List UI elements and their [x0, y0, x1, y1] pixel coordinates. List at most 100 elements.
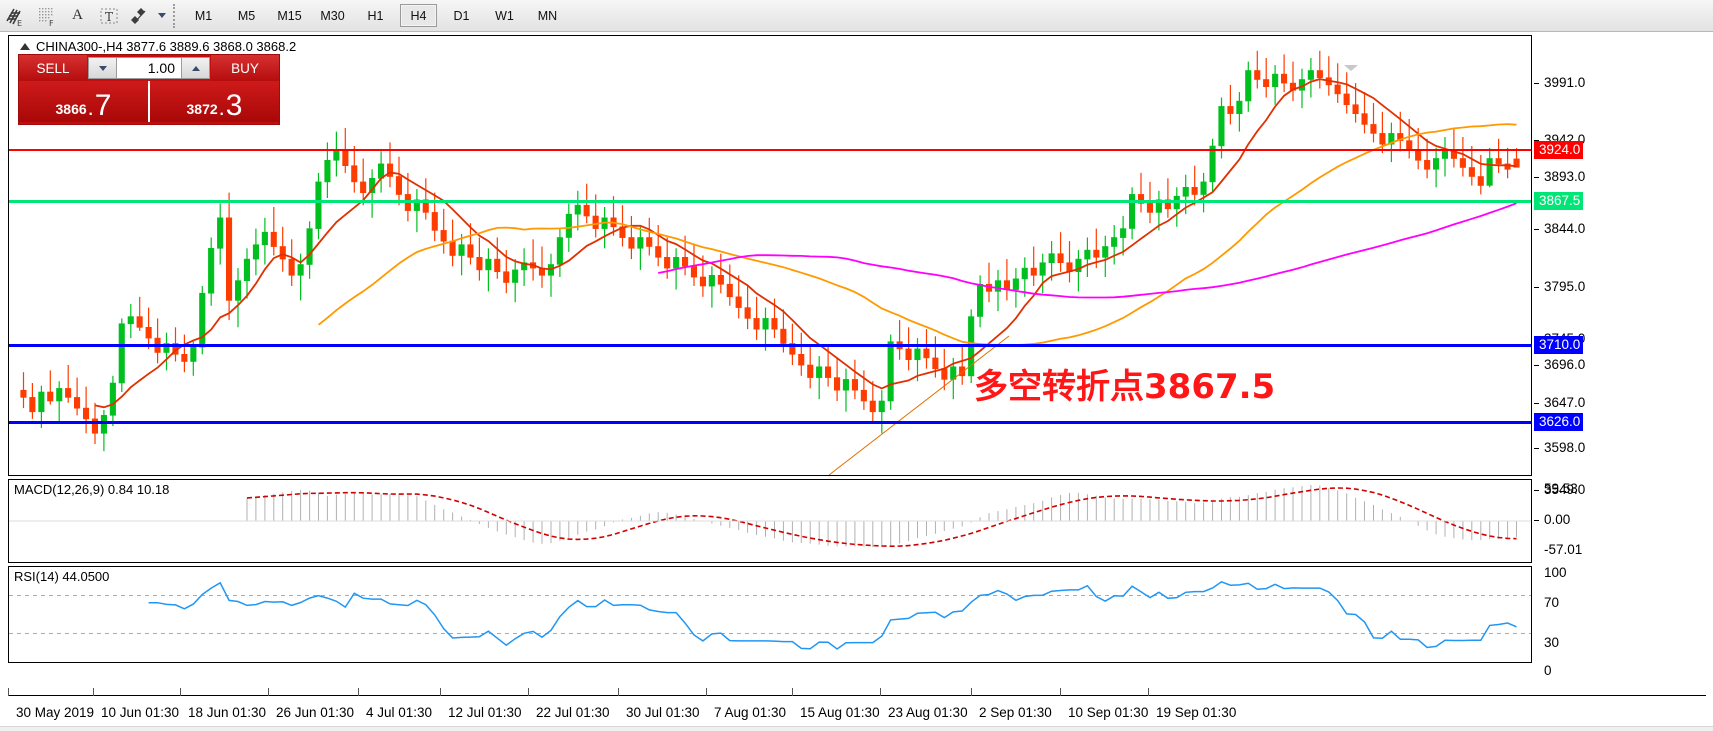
- time-axis[interactable]: 30 May 2019 10 Jun 01:30 18 Jun 01:30 26 Ju…: [8, 688, 1706, 730]
- time-axis-tick: [971, 688, 972, 696]
- text-object-glyph: A: [72, 7, 83, 23]
- time-axis-label: 12 Jul 01:30: [448, 705, 522, 720]
- indicators-icon[interactable]: E: [0, 1, 31, 30]
- sell-price-fraction: 7: [94, 89, 112, 122]
- price-axis-label: 3795.0: [1544, 279, 1586, 294]
- price-axis-label: 3647.0: [1544, 395, 1586, 410]
- time-axis-label: 22 Jul 01:30: [536, 705, 610, 720]
- price-tick: [1534, 140, 1539, 141]
- time-axis-tick: [180, 688, 181, 696]
- price-tick: [1534, 448, 1539, 449]
- time-axis-tick: [8, 688, 9, 696]
- time-axis-tick: [1148, 688, 1149, 696]
- timeframe-m1[interactable]: M1: [194, 8, 213, 23]
- price-axis-label: 3598.0: [1544, 440, 1586, 455]
- time-axis-tick: [358, 688, 359, 696]
- time-axis-tick: [93, 688, 94, 696]
- collapse-triangle-icon[interactable]: [20, 43, 30, 50]
- timeframe-w1[interactable]: W1: [495, 8, 514, 23]
- time-axis-tick: [528, 688, 529, 696]
- buy-price-integer: 3872: [186, 101, 218, 117]
- one-click-trading-top-row: SELL 1.00 BUY: [19, 55, 279, 81]
- rsi-axis-label: 100: [1544, 565, 1567, 580]
- buy-button[interactable]: BUY: [211, 55, 279, 81]
- toolbar-separator: [173, 3, 175, 28]
- time-axis-label: 2 Sep 01:30: [979, 705, 1052, 720]
- time-axis-label: 10 Sep 01:30: [1068, 705, 1149, 720]
- sell-price[interactable]: 3866 . 7: [19, 81, 150, 122]
- buy-price[interactable]: 3872 . 3: [150, 81, 279, 122]
- price-tick: [1534, 403, 1539, 404]
- volume-input[interactable]: 1.00: [117, 57, 181, 79]
- svg-text:F: F: [49, 19, 54, 27]
- macd-axis-label: 0.00: [1544, 512, 1571, 527]
- level-badge-resistance[interactable]: 3924.0: [1534, 141, 1584, 159]
- rsi-axis-label: 0: [1544, 663, 1552, 678]
- time-axis-label: 19 Sep 01:30: [1156, 705, 1237, 720]
- time-axis-label: 7 Aug 01:30: [714, 705, 787, 720]
- price-tick: [1534, 365, 1539, 366]
- sell-button[interactable]: SELL: [19, 55, 87, 81]
- one-click-trading-panel[interactable]: SELL 1.00 BUY 3866 . 7 3872 . 3: [18, 54, 280, 125]
- chart-annotation: 多空转折点3867.5: [974, 367, 1276, 407]
- macd-panel[interactable]: [8, 479, 1532, 563]
- rsi-panel[interactable]: [8, 566, 1532, 663]
- macd-axis: 59.53 0.00 -57.01: [1534, 479, 1710, 563]
- timeframe-h4[interactable]: H4: [400, 4, 437, 27]
- objects-icon[interactable]: [124, 1, 155, 30]
- volume-decrement-icon[interactable]: [88, 57, 117, 79]
- buy-price-dot: .: [218, 95, 225, 120]
- macd-tick: [1534, 520, 1539, 521]
- chart-toolbar: E F A T: [0, 0, 1713, 32]
- chart-header: CHINA300-,H4 3877.6 3889.6 3868.0 3868.2: [20, 39, 296, 54]
- objects-dropdown-icon[interactable]: [155, 1, 169, 30]
- timeframe-mn[interactable]: MN: [537, 8, 558, 23]
- time-axis-tick: [792, 688, 793, 696]
- time-axis-label: 26 Jun 01:30: [276, 705, 355, 720]
- sell-price-integer: 3866: [55, 101, 87, 117]
- chart-scroll-handle[interactable]: [1344, 65, 1358, 71]
- macd-axis-label: -57.01: [1544, 542, 1583, 557]
- one-click-trading-prices: 3866 . 7 3872 . 3: [19, 81, 279, 122]
- rsi-axis-label: 30: [1544, 635, 1560, 650]
- price-tick: [1534, 490, 1539, 491]
- time-axis-label: 18 Jun 01:30: [188, 705, 267, 720]
- timeframe-m5[interactable]: M5: [237, 8, 256, 23]
- price-axis[interactable]: 3991.03942.03893.03844.03795.03745.03696…: [1534, 35, 1710, 497]
- svg-text:T: T: [105, 10, 113, 24]
- macd-label: MACD(12,26,9) 0.84 10.18: [14, 482, 170, 497]
- time-axis-label: 30 May 2019: [16, 705, 95, 720]
- time-axis-label: 23 Aug 01:30: [888, 705, 968, 720]
- rsi-label: RSI(14) 44.0500: [14, 569, 110, 584]
- time-axis-tick: [268, 688, 269, 696]
- price-tick: [1534, 177, 1539, 178]
- volume-increment-icon[interactable]: [181, 57, 210, 79]
- timeframe-d1[interactable]: D1: [453, 8, 470, 23]
- sell-price-dot: .: [87, 95, 94, 120]
- price-tick: [1534, 83, 1539, 84]
- text-label-icon[interactable]: T: [93, 1, 124, 30]
- grid-periods-icon[interactable]: F: [31, 1, 62, 30]
- chart-header-text: CHINA300-,H4 3877.6 3889.6 3868.0 3868.2: [36, 39, 297, 54]
- time-axis-tick: [880, 688, 881, 696]
- time-axis-tick: [706, 688, 707, 696]
- chart-area[interactable]: 多空转折点3867.5 CHINA300-,H4 3877.6 3889.6 3…: [8, 35, 1706, 695]
- price-tick: [1534, 287, 1539, 288]
- rsi-axis: 100 70 30 0: [1540, 565, 1710, 678]
- level-line-support-2[interactable]: [9, 421, 1531, 424]
- level-badge-support-1[interactable]: 3710.0: [1534, 336, 1584, 354]
- rsi-axis-label: 70: [1544, 595, 1560, 610]
- level-badge-pivot[interactable]: 3867.5: [1534, 192, 1584, 210]
- level-badge-support-2[interactable]: 3626.0: [1534, 413, 1584, 431]
- macd-axis-label: 59.53: [1544, 481, 1578, 496]
- level-line-support-1[interactable]: [9, 344, 1531, 347]
- timeframe-m15[interactable]: M15: [277, 8, 302, 23]
- text-object-icon[interactable]: A: [62, 1, 93, 30]
- timeframe-h1[interactable]: H1: [367, 8, 384, 23]
- volume-stepper[interactable]: 1.00: [88, 57, 210, 79]
- price-axis-label: 3844.0: [1544, 221, 1586, 236]
- buy-price-fraction: 3: [225, 89, 243, 122]
- level-line-resistance[interactable]: [9, 149, 1531, 151]
- timeframe-m30[interactable]: M30: [320, 8, 345, 23]
- level-line-pivot[interactable]: [9, 200, 1531, 203]
